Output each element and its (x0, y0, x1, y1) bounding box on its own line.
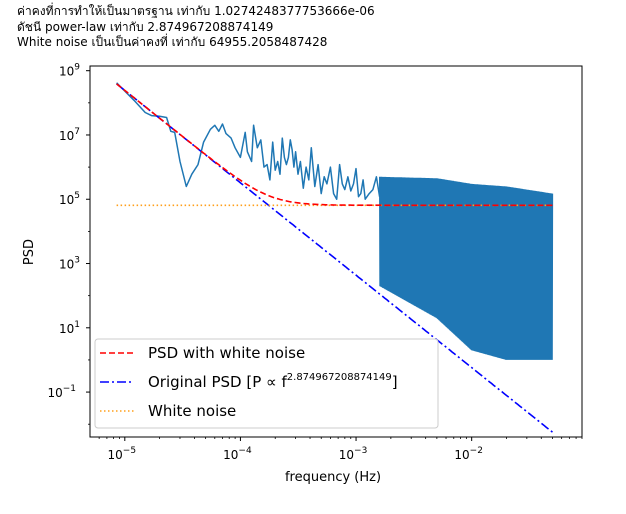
axes-frame (89, 65, 583, 438)
y-axis-label: PSD (22, 239, 37, 265)
title-line-white-noise: White noise เป็นเป็นค่าคงที่ เท่ากับ 649… (17, 35, 328, 49)
legend-label-white-noise: White noise (148, 402, 236, 420)
x-axis: 10−5 10−4 10−3 10−2 (98, 437, 583, 462)
title-line-normalization: ค่าคงที่การทำให้เป็นมาตรฐาน เท่ากับ 1.02… (17, 4, 375, 18)
legend-label-original-psd: Original PSD [P ∝ f2.874967208874149] (148, 372, 398, 391)
x-tick-label: 10−2 (454, 446, 483, 462)
psd-with-white-noise-line (116, 83, 553, 207)
x-axis-label: frequency (Hz) (285, 470, 381, 485)
y-tick-label: 101 (59, 320, 80, 336)
x-tick-label: 10−5 (108, 446, 137, 462)
y-tick-label: 109 (59, 63, 80, 79)
plot-area (116, 82, 554, 433)
legend: PSD with white noise Original PSD [P ∝ f… (94, 338, 439, 429)
observed-psd-noise (378, 176, 554, 360)
y-tick-label: 107 (59, 127, 80, 143)
observed-psd-line (116, 82, 381, 200)
y-tick-label: 103 (59, 256, 80, 272)
y-tick-label: 105 (59, 191, 80, 207)
legend-box (94, 338, 439, 429)
x-tick-label: 10−4 (223, 446, 252, 462)
figure-title: ค่าคงที่การทำให้เป็นมาตรฐาน เท่ากับ 1.02… (17, 4, 375, 51)
x-tick-label: 10−3 (339, 446, 368, 462)
title-line-index: ดัชนี power-law เท่ากับ 2.87496720887414… (17, 19, 274, 34)
y-axis: 109 107 105 103 101 10−1 (47, 63, 90, 425)
y-tick-label: 10−1 (47, 384, 76, 400)
legend-label-psd-white-noise: PSD with white noise (148, 344, 305, 362)
